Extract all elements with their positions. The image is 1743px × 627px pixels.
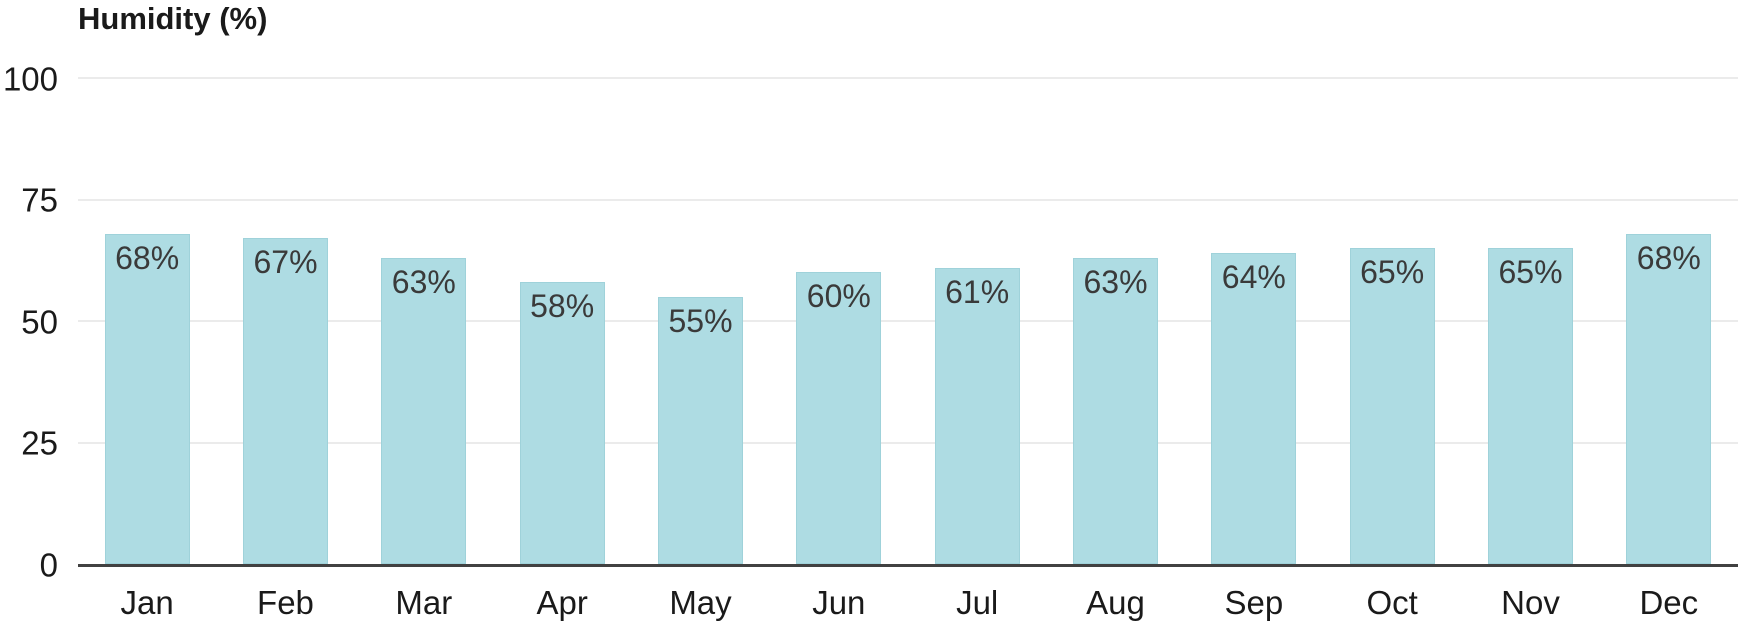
x-tick-label-nov: Nov xyxy=(1501,584,1560,621)
bar-value-label-jul: 61% xyxy=(945,273,1010,310)
x-tick-label-jul: Jul xyxy=(956,584,999,621)
x-axis-line xyxy=(78,564,1738,567)
bar-jan: 68% xyxy=(104,233,190,564)
bar-value-label-jan: 68% xyxy=(115,239,180,276)
gridline-25 xyxy=(78,441,1738,444)
bar-value-label-dec: 68% xyxy=(1636,239,1701,276)
bar-value-label-jun: 60% xyxy=(806,278,871,315)
bar-value-label-aug: 63% xyxy=(1083,263,1148,300)
bar-value-label-nov: 65% xyxy=(1498,254,1563,291)
bar-jun: 60% xyxy=(796,272,882,564)
x-tick-label-aug: Aug xyxy=(1086,584,1145,621)
y-tick-label-50: 50 xyxy=(21,303,58,340)
x-tick-label-sep: Sep xyxy=(1224,584,1284,621)
bar-value-label-sep: 64% xyxy=(1221,258,1286,295)
bar-value-label-oct: 65% xyxy=(1360,254,1425,291)
bar-aug: 63% xyxy=(1073,257,1158,564)
gridline-50 xyxy=(78,320,1738,322)
bar-jul: 61% xyxy=(934,267,1020,564)
bar-value-label-apr: 58% xyxy=(530,288,595,325)
bar-nov: 65% xyxy=(1488,248,1573,564)
bar-feb: 67% xyxy=(243,238,328,564)
chart-title: Humidity (%) xyxy=(78,1,268,36)
x-tick-label-dec: Dec xyxy=(1639,584,1699,621)
gridline-100 xyxy=(78,77,1738,79)
bar-oct: 65% xyxy=(1349,248,1435,564)
x-tick-label-apr: Apr xyxy=(536,584,588,621)
x-tick-label-may: May xyxy=(669,584,732,621)
x-tick-label-jan: Jan xyxy=(120,584,174,621)
bar-sep: 64% xyxy=(1211,252,1297,564)
y-tick-label-75: 75 xyxy=(21,181,58,219)
x-tick-label-oct: Oct xyxy=(1366,584,1418,621)
x-tick-label-mar: Mar xyxy=(395,584,453,621)
bar-apr: 58% xyxy=(519,282,605,564)
y-tick-label-100: 100 xyxy=(2,60,58,97)
bar-mar: 63% xyxy=(381,257,467,564)
bar-value-label-may: 55% xyxy=(668,302,733,339)
bar-value-label-mar: 63% xyxy=(391,263,456,300)
gridline-75 xyxy=(78,198,1738,201)
y-tick-label-0: 0 xyxy=(39,546,58,583)
x-tick-label-feb: Feb xyxy=(257,584,314,621)
bar-may: 55% xyxy=(658,296,743,564)
y-tick-label-25: 25 xyxy=(21,424,58,462)
x-tick-label-jun: Jun xyxy=(812,584,866,621)
bar-dec: 68% xyxy=(1626,233,1712,564)
bar-value-label-feb: 67% xyxy=(253,244,318,281)
